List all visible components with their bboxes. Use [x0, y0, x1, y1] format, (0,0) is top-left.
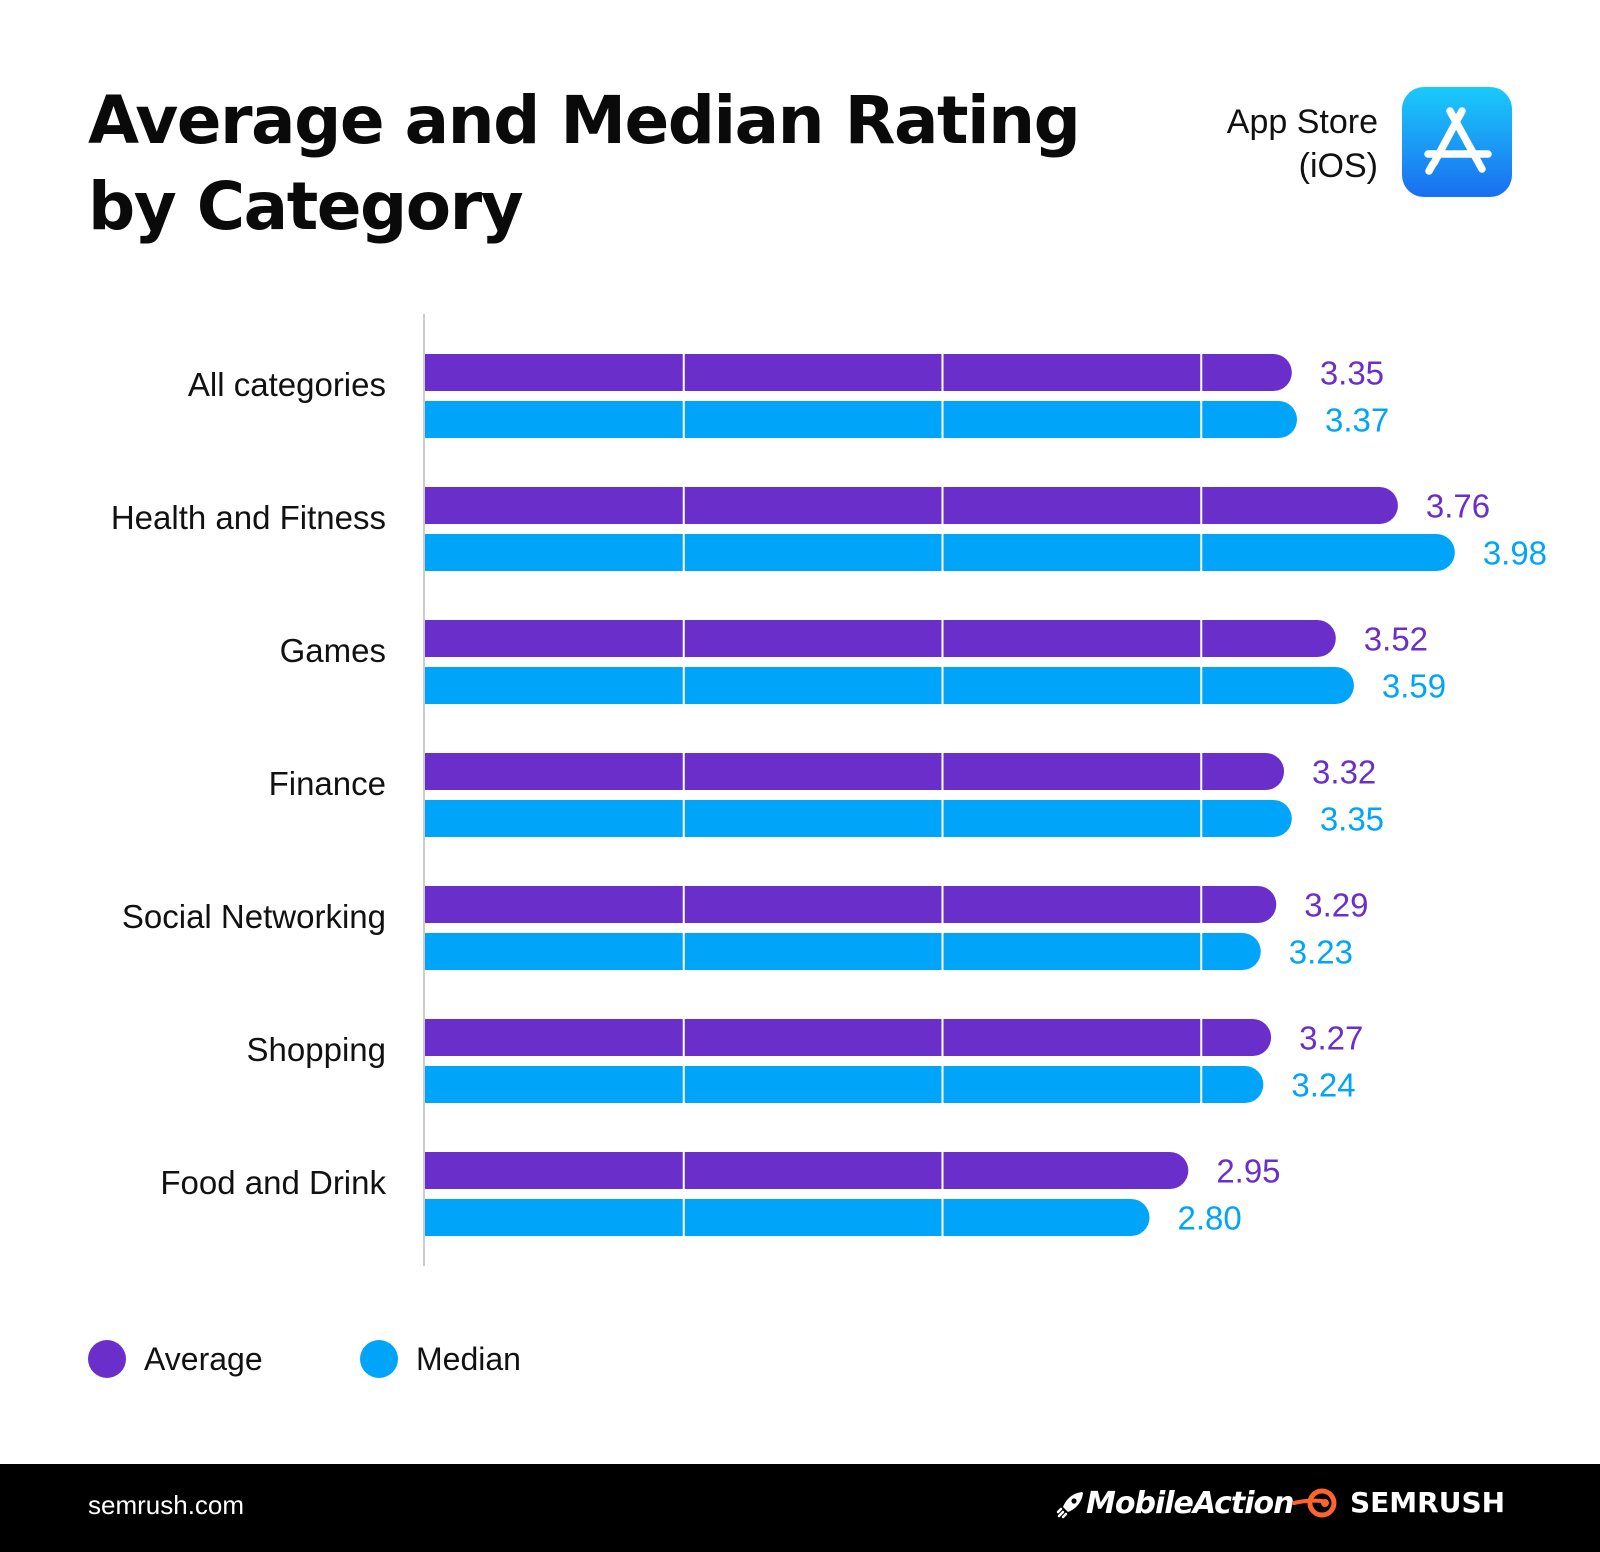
legend-label-average: Average: [144, 1340, 263, 1377]
semrush-logo: SEMRUSH: [1292, 1486, 1505, 1519]
legend-swatch-average: [88, 1340, 126, 1378]
gridlines: [682, 314, 1203, 1266]
average-bar: [425, 1019, 1272, 1056]
average-bar: [425, 620, 1336, 657]
average-value-label: 3.35: [1320, 355, 1384, 392]
legend-item-median: Median: [360, 1340, 521, 1378]
chart-title: Average and Median Rating by Category: [88, 78, 1088, 250]
mobileaction-logo-text: MobileAction: [1086, 1486, 1295, 1521]
average-bar: [425, 354, 1292, 391]
median-bar: [425, 1066, 1264, 1103]
median-value-label: 3.35: [1320, 801, 1384, 838]
category-label: All categories: [188, 366, 386, 403]
median-value-label: 3.23: [1289, 934, 1353, 971]
store-label-line-1: App Store: [1226, 103, 1378, 141]
legend-swatch-median: [360, 1340, 398, 1378]
category-label: Finance: [269, 765, 386, 802]
category-label: Games: [280, 632, 386, 669]
store-label-line-2: (iOS): [1298, 147, 1378, 185]
title-line-2: by Category: [88, 168, 524, 245]
median-value-label: 2.80: [1178, 1200, 1242, 1237]
average-bar: [425, 487, 1398, 524]
average-value-label: 3.76: [1426, 488, 1490, 525]
average-value-label: 3.27: [1299, 1020, 1363, 1057]
average-value-label: 3.52: [1364, 621, 1428, 658]
category-label: Health and Fitness: [111, 499, 386, 536]
average-value-label: 3.32: [1312, 754, 1376, 791]
app-store-icon: [1402, 87, 1512, 197]
semrush-flame-icon: [1292, 1488, 1337, 1517]
average-bar: [425, 1152, 1189, 1189]
category-label: Food and Drink: [160, 1164, 386, 1201]
median-bar: [425, 667, 1354, 704]
labels-layer: All categories 3.35 3.37 Health and Fitness…: [111, 355, 1547, 1237]
title-line-1: Average and Median Rating: [88, 82, 1081, 159]
bar-chart: All categories 3.35 3.37 Health and Fitness…: [111, 314, 1547, 1266]
average-bar: [425, 886, 1277, 923]
median-bar: [425, 401, 1297, 438]
median-bar: [425, 800, 1292, 837]
store-label: App Store (iOS): [1227, 100, 1378, 188]
median-value-label: 3.59: [1382, 668, 1446, 705]
category-label: Social Networking: [122, 898, 386, 935]
bars-layer: [425, 354, 1455, 1236]
average-bar: [425, 753, 1285, 790]
average-value-label: 2.95: [1216, 1153, 1280, 1190]
category-label: Shopping: [247, 1031, 386, 1068]
median-bar: [425, 534, 1455, 571]
footer: semrush.com MobileAction SEMRUSH: [0, 1464, 1600, 1552]
median-bar: [425, 933, 1261, 970]
median-value-label: 3.98: [1483, 535, 1547, 572]
semrush-logo-text: SEMRUSH: [1350, 1486, 1506, 1519]
median-bar: [425, 1199, 1150, 1236]
average-value-label: 3.29: [1304, 887, 1368, 924]
legend-item-average: Average: [88, 1340, 263, 1378]
mobileaction-logo: MobileAction: [1056, 1486, 1295, 1521]
footer-site-link[interactable]: semrush.com: [88, 1490, 245, 1520]
legend-label-median: Median: [416, 1340, 521, 1377]
median-value-label: 3.24: [1291, 1067, 1355, 1104]
rocket-icon: [1056, 1491, 1083, 1518]
median-value-label: 3.37: [1325, 402, 1389, 439]
